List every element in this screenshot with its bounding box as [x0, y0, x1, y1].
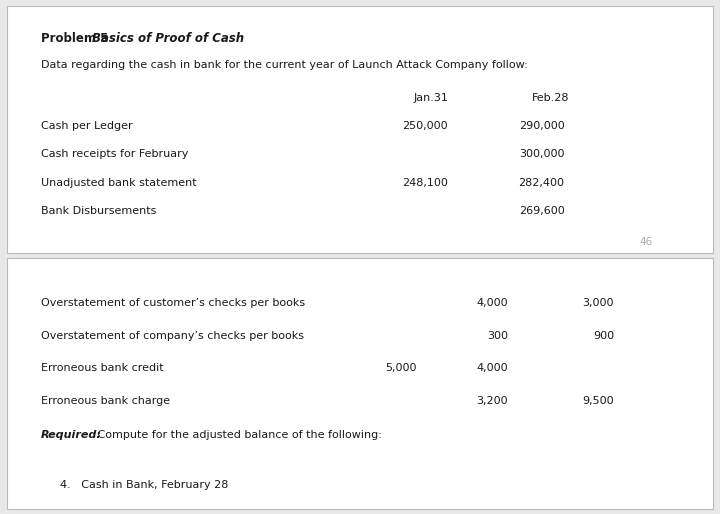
Text: Problem 5: Problem 5	[41, 32, 112, 45]
Text: 4,000: 4,000	[477, 363, 508, 373]
Text: 250,000: 250,000	[402, 121, 448, 131]
Text: 4,000: 4,000	[477, 298, 508, 308]
FancyBboxPatch shape	[7, 258, 713, 509]
Text: Jan.31: Jan.31	[413, 93, 448, 102]
Text: Overstatement of customer’s checks per books: Overstatement of customer’s checks per b…	[41, 298, 305, 308]
Text: Compute for the adjusted balance of the following:: Compute for the adjusted balance of the …	[94, 430, 382, 440]
Text: Feb.28: Feb.28	[532, 93, 570, 102]
Text: Cash per Ledger: Cash per Ledger	[41, 121, 132, 131]
Text: Unadjusted bank statement: Unadjusted bank statement	[41, 178, 197, 188]
Text: 3,200: 3,200	[477, 396, 508, 406]
Text: Data regarding the cash in bank for the current year of Launch Attack Company fo: Data regarding the cash in bank for the …	[41, 61, 528, 70]
Text: 5,000: 5,000	[385, 363, 416, 373]
Text: 900: 900	[593, 331, 614, 341]
Text: 248,100: 248,100	[402, 178, 448, 188]
Text: Bank Disbursements: Bank Disbursements	[41, 206, 156, 216]
FancyBboxPatch shape	[7, 6, 713, 253]
Text: 46: 46	[639, 237, 653, 247]
Text: 290,000: 290,000	[519, 121, 564, 131]
Text: Erroneous bank charge: Erroneous bank charge	[41, 396, 170, 406]
Text: 9,500: 9,500	[582, 396, 614, 406]
Text: 3,000: 3,000	[582, 298, 614, 308]
Text: Basics of Proof of Cash: Basics of Proof of Cash	[92, 32, 244, 45]
Text: Erroneous bank credit: Erroneous bank credit	[41, 363, 163, 373]
Text: Required:: Required:	[41, 430, 102, 440]
Text: 300,000: 300,000	[519, 149, 564, 159]
Text: Cash receipts for February: Cash receipts for February	[41, 149, 189, 159]
Text: 282,400: 282,400	[518, 178, 564, 188]
Text: 300: 300	[487, 331, 508, 341]
Text: 4.   Cash in Bank, February 28: 4. Cash in Bank, February 28	[60, 480, 228, 490]
Text: 269,600: 269,600	[519, 206, 564, 216]
Text: Overstatement of company’s checks per books: Overstatement of company’s checks per bo…	[41, 331, 304, 341]
